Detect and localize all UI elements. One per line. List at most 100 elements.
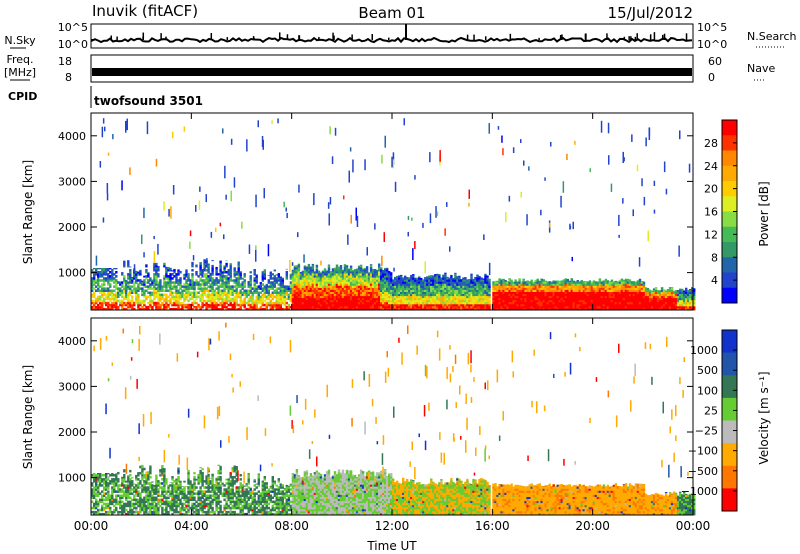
echo-cell	[229, 271, 232, 274]
echo-cell	[544, 297, 547, 301]
echo-scatter	[352, 159, 354, 173]
echo-cell	[402, 303, 405, 307]
echo-cell	[313, 307, 317, 311]
echo-cell	[626, 279, 630, 282]
echo-cell	[386, 295, 389, 299]
echo-cell	[351, 299, 355, 303]
echo-cell	[101, 307, 104, 311]
echo-cell	[347, 299, 351, 303]
echo-cell	[602, 293, 606, 297]
echo-cell	[404, 299, 407, 303]
echo-cell	[612, 295, 616, 299]
echo-cell	[185, 289, 188, 292]
echo-cell	[576, 287, 579, 290]
echo-cell	[394, 297, 397, 301]
echo-cell	[375, 295, 379, 299]
echo-cell	[363, 291, 367, 294]
echo-cell	[307, 305, 311, 309]
echo-cell	[410, 275, 413, 278]
echo-cell	[249, 289, 252, 292]
echo-scatter	[631, 134, 633, 142]
echo-cell	[666, 297, 670, 301]
echo-cell	[201, 275, 204, 278]
echo-cell	[612, 299, 616, 303]
echo-cell	[361, 305, 365, 309]
echo-cell	[498, 279, 501, 282]
echo-cell	[335, 303, 339, 307]
echo-cell	[460, 307, 463, 311]
echo-cell	[129, 266, 132, 268]
echo-cell	[484, 287, 487, 290]
echo-cell	[500, 293, 503, 297]
echo-cell	[347, 283, 351, 286]
echo-cell	[323, 295, 327, 299]
echo-cell	[582, 281, 585, 282]
echo-cell	[382, 273, 385, 276]
echo-cell	[618, 289, 622, 292]
echo-cell	[572, 287, 575, 290]
echo-cell	[606, 285, 610, 288]
echo-cell	[458, 305, 461, 309]
echo-cell	[281, 285, 284, 288]
echo-cell	[540, 281, 543, 284]
echo-cell	[554, 297, 557, 301]
echo-cell	[512, 281, 515, 284]
echo-cell	[484, 295, 487, 299]
echo-cell	[464, 307, 467, 311]
echo-cell	[127, 262, 130, 266]
echo-cell	[363, 267, 367, 270]
echo-cell	[646, 295, 650, 299]
echo-cell	[640, 301, 644, 305]
echo-scatter	[393, 267, 395, 272]
echo-cell	[339, 265, 343, 268]
echo-cell	[329, 281, 333, 284]
echo-cell	[225, 275, 228, 278]
echo-cell	[291, 299, 295, 303]
echo-cell	[269, 295, 272, 299]
echo-cell	[452, 283, 455, 286]
nsky-frame	[90, 23, 694, 49]
echo-cell	[382, 285, 385, 288]
echo-cell	[309, 275, 313, 278]
echo-cell	[442, 283, 445, 286]
echo-cell	[327, 266, 331, 270]
echo-cell	[592, 285, 596, 288]
echo-cell	[271, 303, 274, 307]
echo-cell	[436, 303, 439, 307]
echo-cell	[386, 305, 389, 309]
echo-cell	[442, 277, 445, 280]
echo-cell	[520, 307, 523, 311]
echo-scatter	[95, 255, 98, 266]
echo-cell	[404, 285, 407, 288]
echo-cell	[359, 287, 363, 290]
echo-cell	[612, 303, 616, 307]
echo-cell	[590, 307, 594, 311]
echo-cell	[566, 279, 569, 282]
echo-scatter	[429, 152, 431, 163]
echo-cell	[416, 287, 419, 290]
echo-cell	[219, 289, 222, 292]
echo-cell	[486, 295, 489, 299]
echo-cell	[351, 307, 355, 311]
echo-cell	[446, 281, 449, 284]
echo-cell	[456, 289, 459, 292]
echo-cell	[195, 271, 198, 274]
echo-cell	[508, 279, 511, 282]
echo-cell	[398, 289, 401, 292]
echo-cell	[115, 303, 118, 307]
echo-cell	[687, 307, 690, 311]
echo-cell	[620, 297, 624, 301]
echo-cell	[175, 299, 178, 303]
echo-cell	[99, 268, 102, 270]
echo-cell	[594, 293, 598, 297]
echo-cell	[155, 273, 158, 276]
echo-cell	[301, 270, 305, 272]
echo-cell	[626, 283, 630, 286]
echo-cell	[408, 291, 411, 294]
echo-cell	[99, 289, 102, 292]
echo-cell	[390, 272, 393, 274]
echo-cell	[213, 297, 216, 301]
echo-cell	[309, 295, 313, 299]
echo-cell	[474, 301, 477, 305]
echo-cell	[165, 277, 168, 280]
